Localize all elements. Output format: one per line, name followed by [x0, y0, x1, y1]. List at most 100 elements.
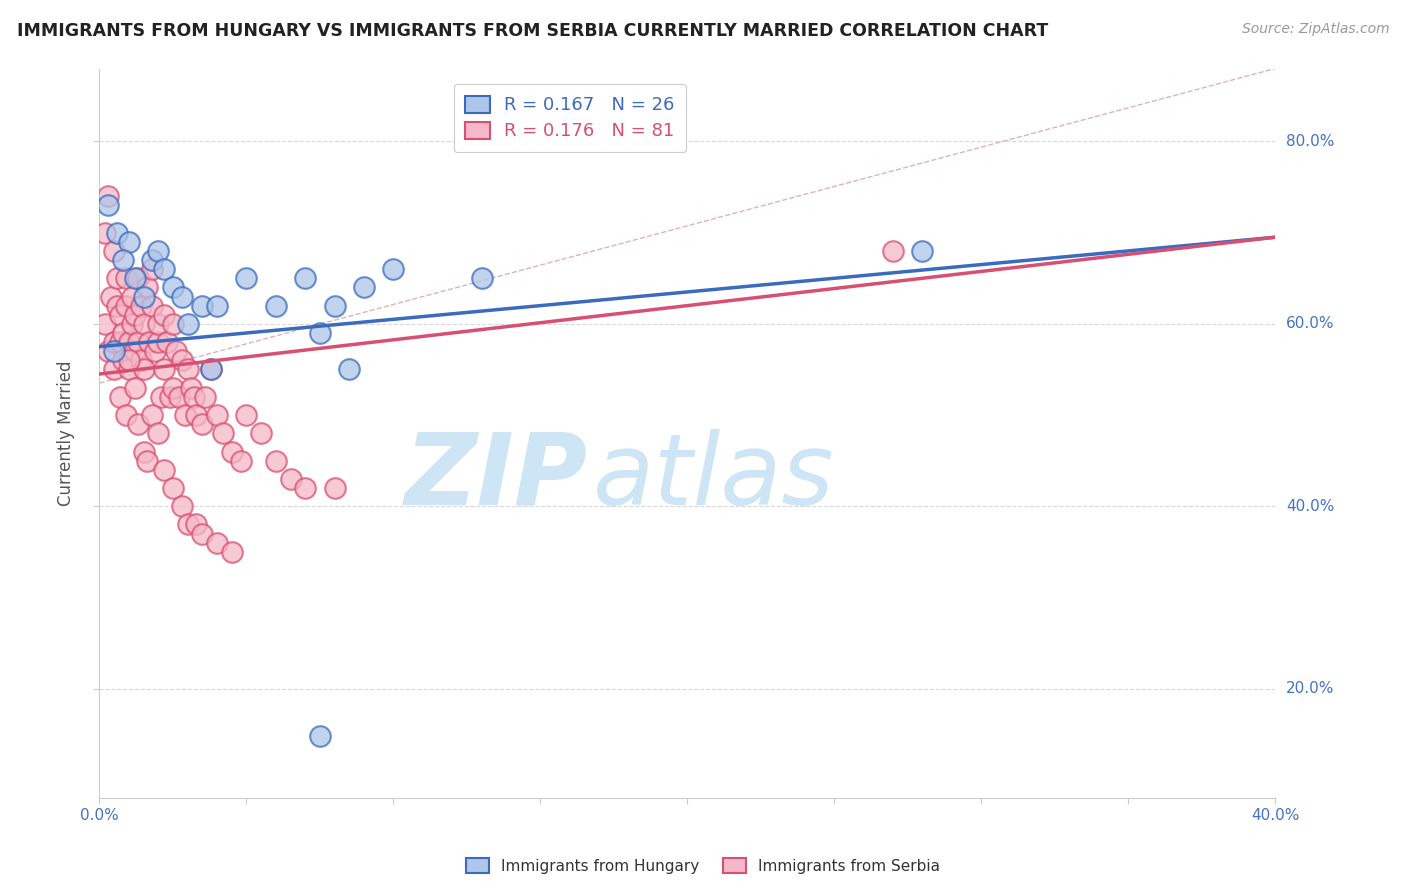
Point — [108, 335, 131, 350]
Point — [150, 390, 173, 404]
Point — [323, 481, 346, 495]
Point — [121, 317, 143, 331]
Point — [911, 244, 934, 258]
Point — [108, 308, 131, 322]
Point — [97, 189, 120, 203]
Point — [111, 353, 134, 368]
Point — [111, 253, 134, 268]
Text: 80.0%: 80.0% — [1286, 134, 1334, 149]
Point — [337, 362, 360, 376]
Point — [280, 472, 302, 486]
Point — [471, 271, 494, 285]
Point — [148, 426, 170, 441]
Point — [294, 271, 316, 285]
Point — [173, 408, 195, 422]
Point — [165, 344, 187, 359]
Point — [103, 335, 125, 350]
Point — [309, 729, 332, 743]
Point — [97, 344, 120, 359]
Text: atlas: atlas — [593, 428, 835, 525]
Point — [205, 535, 228, 549]
Text: 60.0%: 60.0% — [1286, 317, 1334, 331]
Point — [191, 526, 214, 541]
Point — [323, 299, 346, 313]
Point — [148, 317, 170, 331]
Point — [153, 308, 176, 322]
Point — [94, 226, 117, 240]
Point — [186, 517, 208, 532]
Point — [162, 381, 184, 395]
Point — [250, 426, 273, 441]
Point — [115, 271, 138, 285]
Point — [127, 335, 149, 350]
Point — [221, 545, 243, 559]
Point — [132, 317, 155, 331]
Point — [124, 271, 146, 285]
Point — [132, 362, 155, 376]
Point — [153, 262, 176, 277]
Point — [115, 299, 138, 313]
Point — [205, 299, 228, 313]
Point — [235, 408, 257, 422]
Text: Source: ZipAtlas.com: Source: ZipAtlas.com — [1241, 22, 1389, 37]
Point — [200, 362, 222, 376]
Point — [132, 289, 155, 303]
Point — [156, 335, 179, 350]
Point — [103, 344, 125, 359]
Point — [170, 500, 193, 514]
Point — [103, 362, 125, 376]
Point — [186, 408, 208, 422]
Point — [235, 271, 257, 285]
Point — [111, 326, 134, 340]
Point — [135, 280, 157, 294]
Point — [148, 335, 170, 350]
Point — [180, 381, 202, 395]
Point — [118, 362, 141, 376]
Text: ZIP: ZIP — [405, 428, 588, 525]
Point — [127, 417, 149, 432]
Point — [100, 289, 122, 303]
Point — [138, 335, 160, 350]
Point — [94, 317, 117, 331]
Point — [170, 289, 193, 303]
Point — [115, 408, 138, 422]
Point — [141, 408, 163, 422]
Point — [135, 453, 157, 467]
Point — [97, 198, 120, 212]
Point — [127, 271, 149, 285]
Point — [294, 481, 316, 495]
Point — [118, 353, 141, 368]
Point — [153, 463, 176, 477]
Point — [148, 244, 170, 258]
Point — [200, 362, 222, 376]
Point — [108, 390, 131, 404]
Point — [212, 426, 235, 441]
Point — [162, 317, 184, 331]
Text: IMMIGRANTS FROM HUNGARY VS IMMIGRANTS FROM SERBIA CURRENTLY MARRIED CORRELATION : IMMIGRANTS FROM HUNGARY VS IMMIGRANTS FR… — [17, 22, 1047, 40]
Legend: Immigrants from Hungary, Immigrants from Serbia: Immigrants from Hungary, Immigrants from… — [460, 852, 946, 880]
Point — [124, 344, 146, 359]
Point — [229, 453, 252, 467]
Point — [143, 344, 166, 359]
Text: 20.0%: 20.0% — [1286, 681, 1334, 696]
Point — [221, 444, 243, 458]
Point — [118, 235, 141, 249]
Point — [264, 453, 287, 467]
Point — [194, 390, 217, 404]
Point — [103, 244, 125, 258]
Point — [105, 271, 128, 285]
Point — [129, 299, 152, 313]
Point — [105, 299, 128, 313]
Legend: R = 0.167   N = 26, R = 0.176   N = 81: R = 0.167 N = 26, R = 0.176 N = 81 — [454, 84, 686, 153]
Point — [176, 362, 198, 376]
Point — [141, 262, 163, 277]
Point — [191, 299, 214, 313]
Point — [353, 280, 375, 294]
Text: 40.0%: 40.0% — [1286, 499, 1334, 514]
Point — [159, 390, 181, 404]
Point — [264, 299, 287, 313]
Point — [121, 289, 143, 303]
Point — [167, 390, 190, 404]
Point — [118, 335, 141, 350]
Point — [105, 226, 128, 240]
